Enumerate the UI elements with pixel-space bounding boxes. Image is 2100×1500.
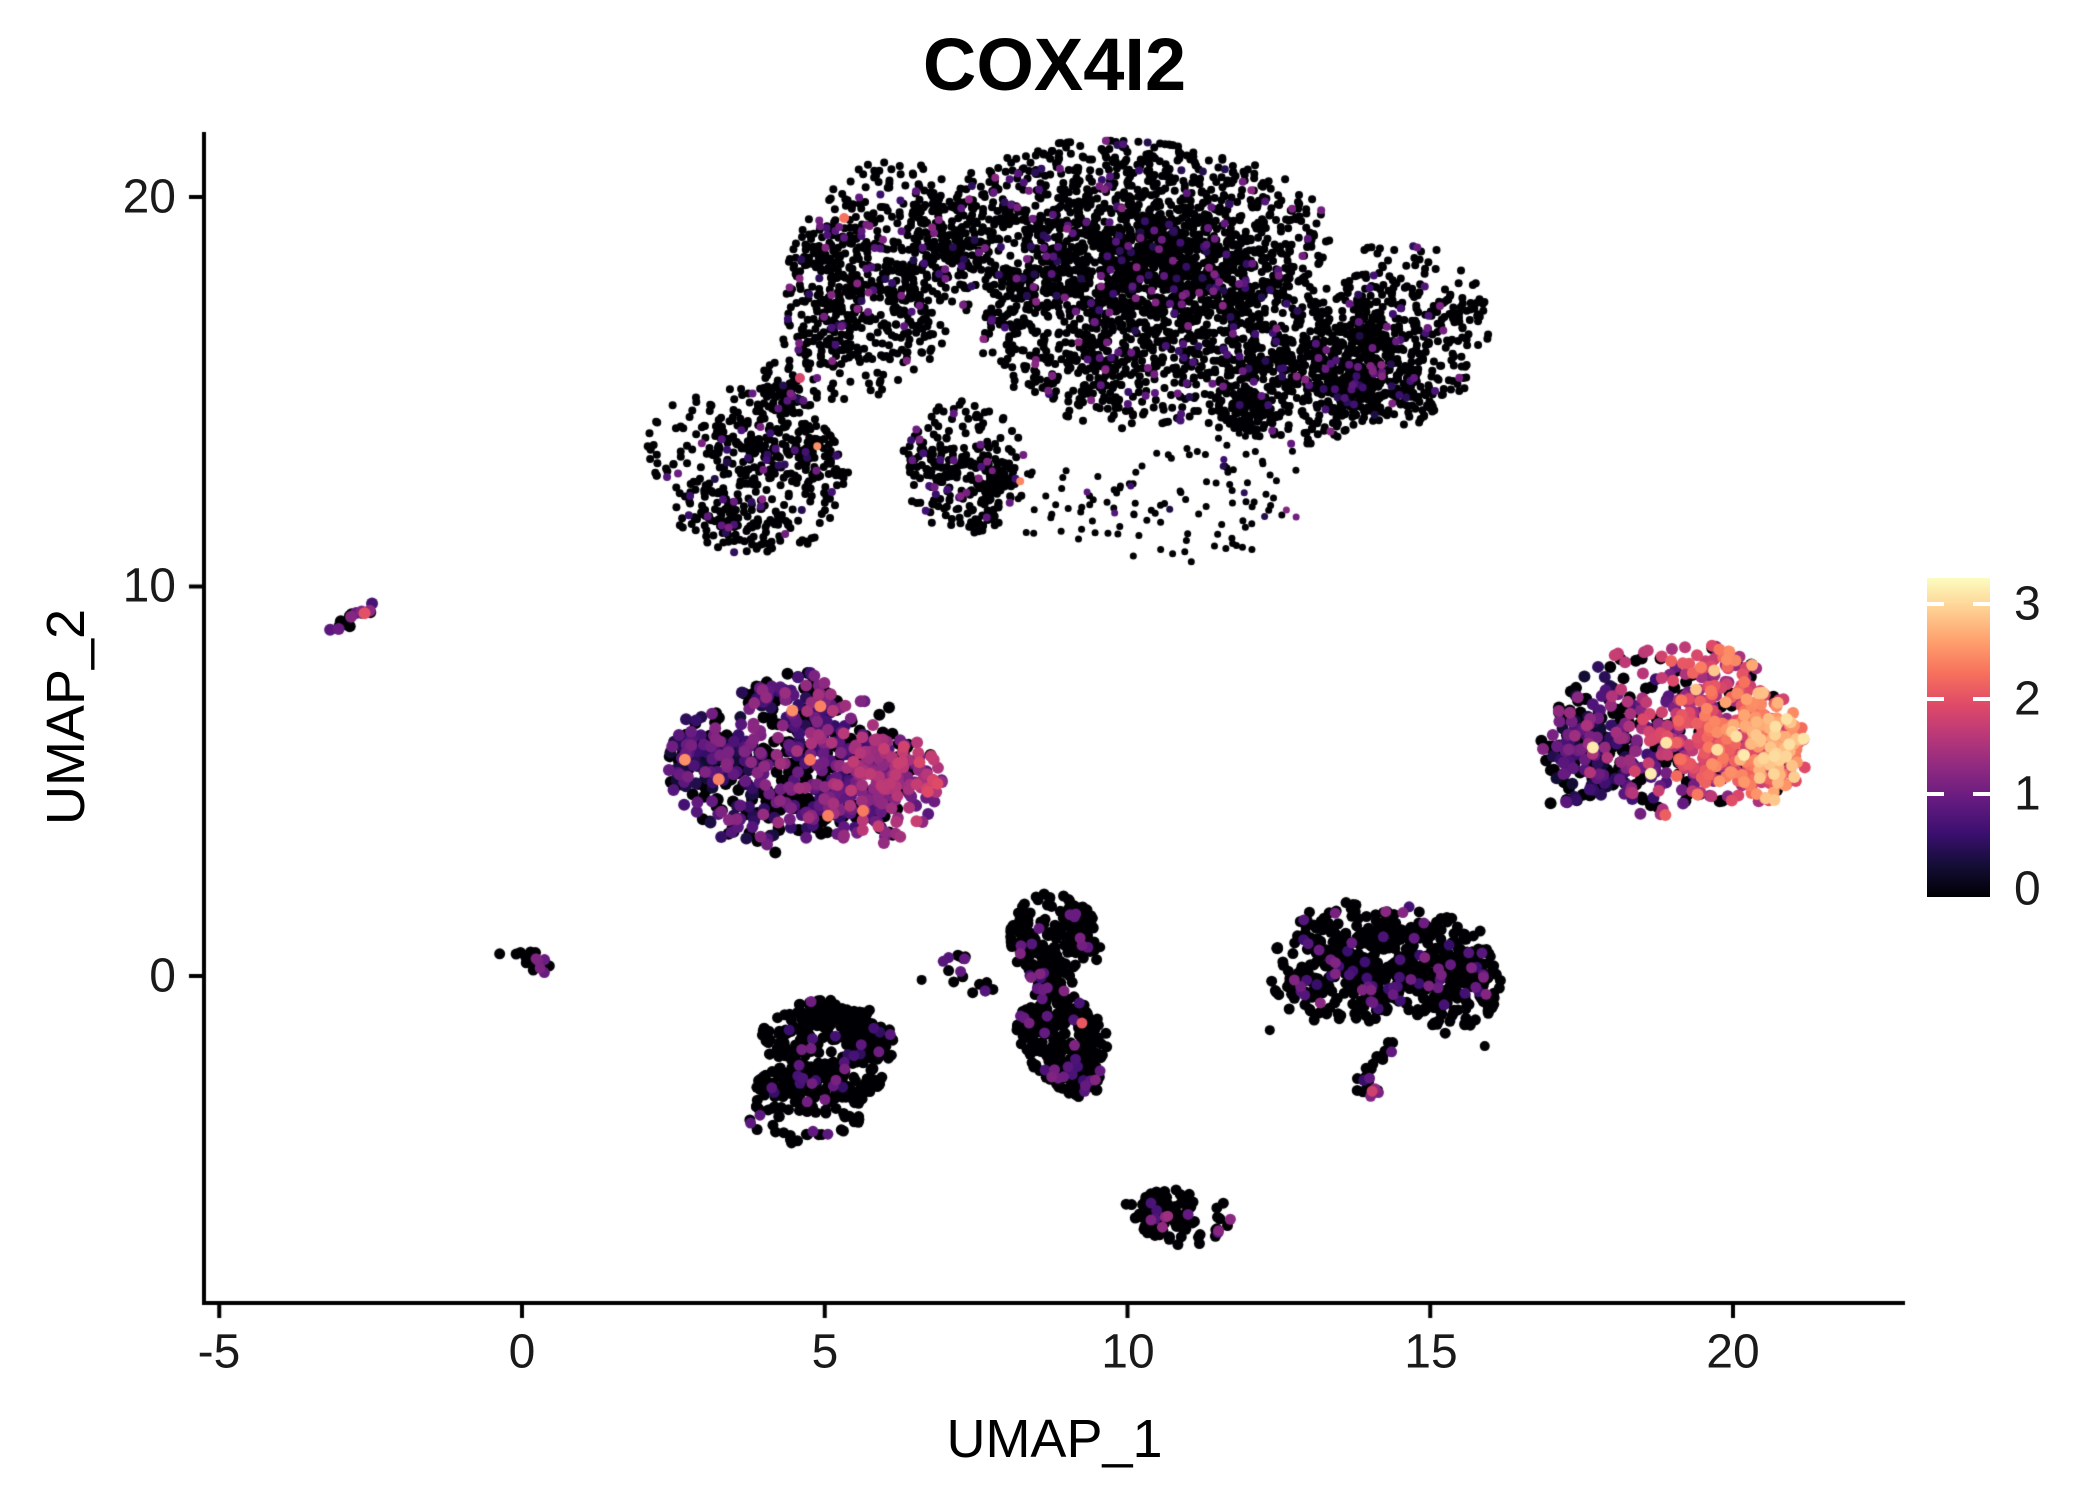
colorbar-tick-mark	[1973, 697, 1990, 701]
x-axis-tick-label: 5	[811, 1325, 839, 1379]
colorbar-tick-mark	[1973, 792, 1990, 796]
colorbar-tick-mark	[1927, 602, 1944, 606]
x-axis-tick-label: 0	[508, 1325, 536, 1379]
colorbar-tick-mark	[1927, 792, 1944, 796]
x-axis-label: UMAP_1	[946, 1409, 1163, 1469]
x-axis-tick-label: 10	[1101, 1325, 1155, 1379]
colorbar-gradient	[1927, 578, 1990, 897]
colorbar-tick-mark	[1927, 697, 1944, 701]
y-axis-tick-label: 0	[149, 949, 176, 1003]
plot-title: COX4I2	[922, 23, 1187, 106]
colorbar-tick-mark	[1973, 602, 1990, 606]
colorbar-tick-label: 0	[2014, 862, 2041, 916]
colorbar-tick-label: 1	[2014, 767, 2041, 821]
x-axis-tick-label: 15	[1404, 1325, 1458, 1379]
y-axis-label: UMAP_2	[36, 608, 96, 826]
x-axis-tick-label: -5	[197, 1325, 241, 1379]
colorbar-tick-label: 3	[2014, 577, 2041, 631]
x-axis-tick-label: 20	[1706, 1325, 1760, 1379]
y-axis-tick-label: 10	[122, 559, 176, 613]
y-axis-tick-label: 20	[122, 170, 176, 224]
colorbar-tick-label: 2	[2014, 672, 2041, 726]
